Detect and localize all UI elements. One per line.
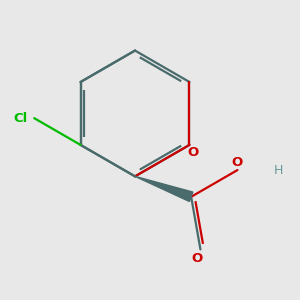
Text: O: O: [232, 156, 243, 169]
Text: O: O: [187, 146, 198, 159]
Text: O: O: [192, 252, 203, 266]
Polygon shape: [135, 176, 193, 202]
Text: H: H: [273, 164, 283, 177]
Text: Cl: Cl: [14, 112, 28, 125]
